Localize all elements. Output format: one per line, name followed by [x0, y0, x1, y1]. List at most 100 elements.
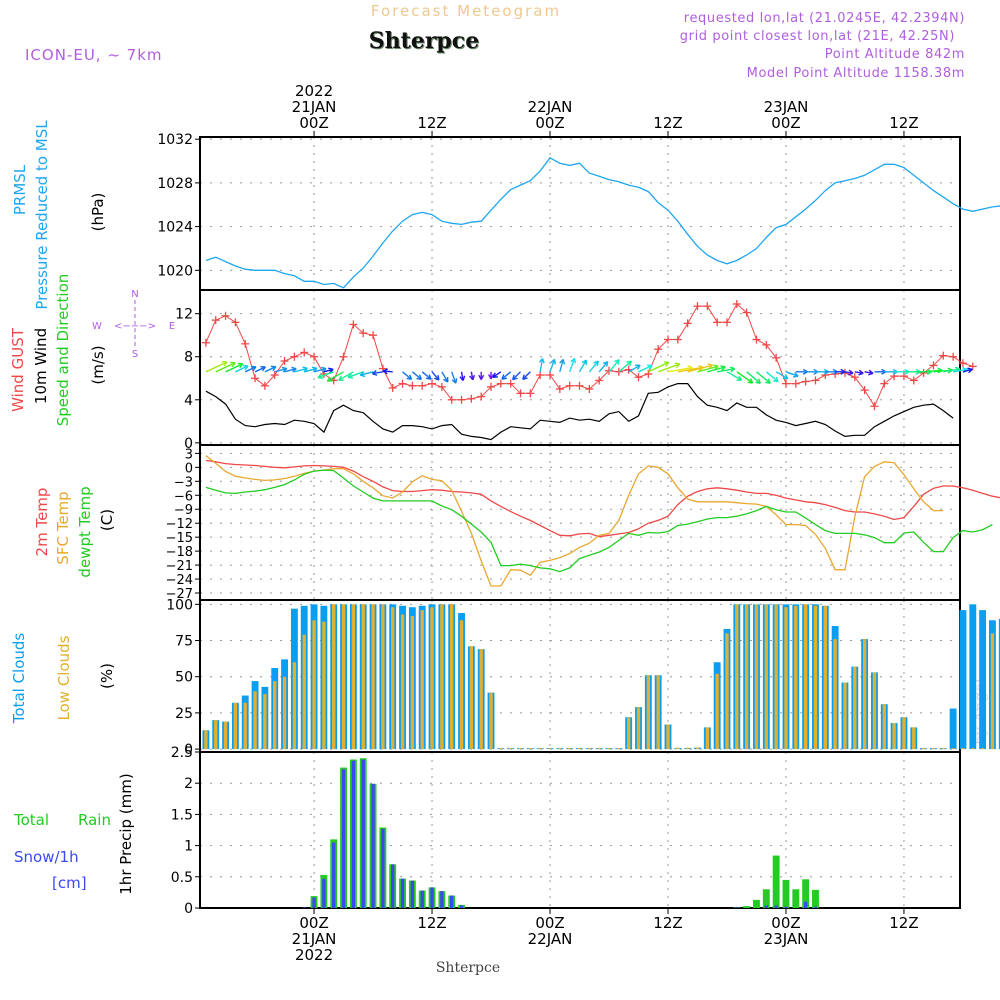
bottom-time-label: 00Z: [535, 914, 564, 932]
low-cloud-bar: [617, 748, 621, 750]
wind-arrow-head: [433, 377, 440, 381]
wind-arrow-shaft: [962, 368, 973, 373]
gust-marker: [349, 320, 358, 329]
wind-arrow-head: [317, 373, 322, 379]
rain-bar: [743, 906, 751, 908]
y-tick-label: −27: [166, 587, 193, 602]
low-cloud-bar: [626, 717, 631, 750]
top-time-label: 12Z: [889, 114, 918, 132]
gust-marker: [683, 319, 692, 328]
model-label: ICON-EU, ~ 7km: [25, 46, 163, 64]
wind-arrow-head: [596, 361, 599, 367]
y-tick-label: 0: [184, 742, 193, 758]
wind-arrow-head: [472, 374, 476, 381]
wind-arrow-head: [721, 366, 726, 371]
gust-marker: [654, 345, 663, 354]
y-tick-label: 8: [184, 350, 193, 366]
low-cloud-bar: [292, 662, 297, 750]
gust-marker: [359, 329, 368, 338]
wind-arrow-shaft: [304, 367, 318, 373]
y-tick-label: 1024: [157, 220, 193, 236]
low-cloud-bar: [754, 604, 759, 750]
y-tick-label: 1.5: [171, 807, 193, 823]
y-tick-label: 75: [175, 634, 193, 650]
wind-arrow-head: [501, 374, 505, 380]
snow-bar: [351, 760, 356, 908]
wind-arrow: [274, 366, 288, 373]
snow-bar: [341, 769, 346, 908]
low-cloud-bar: [577, 748, 582, 750]
wind-arrow-shaft: [598, 361, 609, 373]
wind-arrow-head: [767, 378, 771, 384]
wind-arrow-head: [562, 359, 566, 365]
y-tick-label: 100: [166, 597, 193, 613]
wind-arrow: [962, 367, 973, 374]
gust-marker: [270, 371, 279, 380]
wind-arrow-head: [329, 368, 334, 374]
gust-marker: [909, 376, 918, 385]
wind-arrow-head: [480, 374, 485, 380]
low-cloud-bar: [705, 727, 709, 750]
wind-arrow: [785, 371, 799, 378]
wind-arrow-head: [359, 371, 365, 376]
gust-marker: [506, 379, 515, 388]
y-tick-label: 12: [175, 307, 193, 323]
low-cloud-bar: [725, 633, 729, 750]
wind-arrow-head: [757, 378, 761, 384]
wind-arrow: [459, 371, 466, 381]
wind-arrow-head: [360, 374, 366, 378]
wind-speed-line: [205, 383, 954, 441]
wind-arrow: [326, 371, 344, 382]
y-tick-label: 0.5: [171, 870, 193, 886]
wind-arrow-head: [347, 376, 354, 379]
low-cloud-bar: [931, 748, 936, 750]
top-time-label: 2022: [295, 82, 333, 100]
wind-arrow-head: [550, 358, 555, 364]
gust-marker: [949, 352, 958, 361]
gust-marker: [742, 308, 751, 317]
gust-marker: [781, 379, 790, 388]
wind-arrow-shaft: [460, 371, 464, 381]
snow-bar: [361, 759, 365, 908]
wind-arrow-head: [451, 379, 457, 384]
wind-arrow-head: [382, 370, 388, 375]
y-tick-label: 0: [185, 461, 193, 476]
wind-arrow: [492, 371, 502, 379]
wind-arrow-shaft: [638, 364, 653, 373]
wind-arrow-head: [231, 362, 236, 368]
wind-arrow: [835, 368, 846, 375]
wind-arrow: [244, 365, 257, 373]
y-tick-label: 2.5: [171, 745, 193, 761]
wind-arrow-shaft: [943, 368, 960, 373]
gust-marker: [703, 302, 712, 311]
wind-arrow: [205, 360, 228, 373]
wind-arrow-head: [674, 362, 680, 365]
wind-arrow: [478, 371, 485, 380]
low-cloud-bar: [499, 748, 503, 750]
wind-arrow: [844, 369, 854, 376]
low-cloud-bar: [636, 707, 641, 750]
y-tick-label: 1028: [157, 176, 193, 192]
low-cloud-bar: [685, 747, 690, 750]
bottom-time-label: 00Z: [299, 914, 328, 932]
low-cloud-bar: [794, 605, 798, 750]
gust-marker: [477, 392, 486, 401]
wind-arrow: [775, 371, 789, 380]
wind-arrow: [864, 369, 874, 376]
low-cloud-bar: [941, 748, 945, 750]
gust-marker: [526, 389, 535, 398]
wind-arrow-head: [962, 367, 968, 370]
wind-arrow: [657, 362, 681, 373]
wind-arrow-head: [328, 367, 334, 371]
wind-arrow-shaft: [360, 371, 374, 376]
rain-bar: [812, 889, 819, 908]
wind-arrow-head: [239, 363, 244, 369]
wind-arrow: [512, 371, 522, 381]
low-cloud-bar: [223, 721, 228, 750]
low-cloud-bar: [400, 614, 405, 750]
snow-bar: [459, 905, 464, 908]
gust-marker: [310, 352, 319, 361]
wind-arrow-head: [223, 361, 228, 367]
low-cloud-bar: [548, 748, 552, 750]
gust-marker: [968, 362, 977, 371]
